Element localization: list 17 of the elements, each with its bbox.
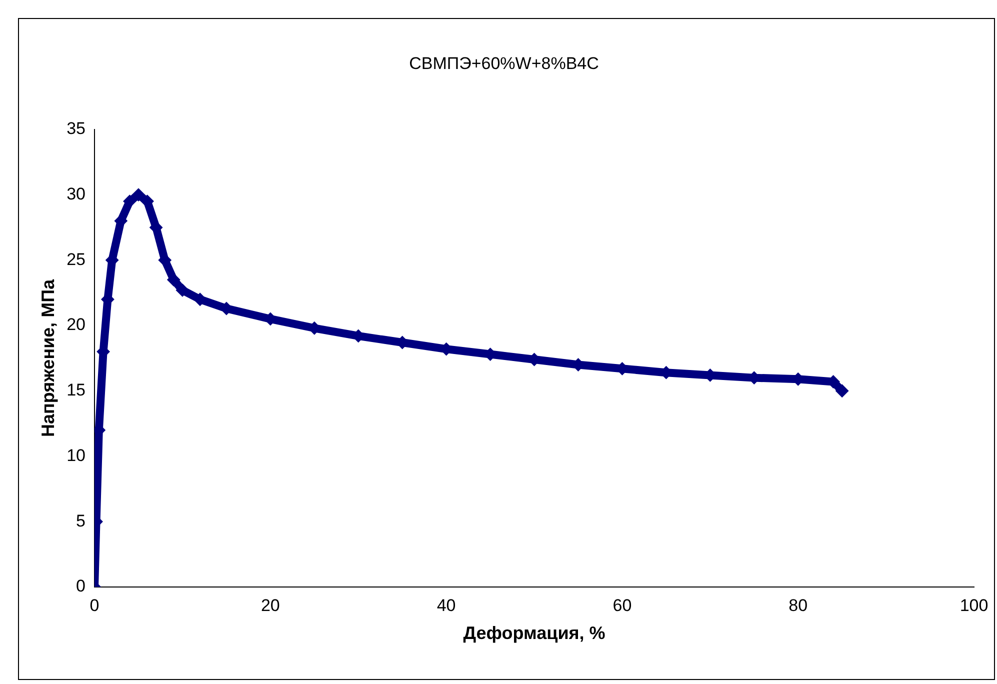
y-tick-label: 20: [66, 315, 86, 334]
y-tick-label: 15: [66, 380, 86, 400]
x-axis-title: Деформация, %: [463, 623, 606, 644]
y-tick-label: 5: [76, 511, 86, 530]
chart-title: СВМПЭ+60%W+8%B4C: [409, 54, 599, 73]
y-tick-label: 25: [66, 250, 86, 269]
x-tick-label: 100: [960, 596, 988, 615]
x-tick-label: 0: [90, 596, 100, 615]
y-tick-label: 30: [66, 184, 86, 204]
y-tick-label: 0: [76, 576, 86, 596]
x-tick-label: 80: [788, 596, 808, 615]
x-tick-label: 20: [260, 596, 280, 615]
x-tick-label: 40: [436, 596, 456, 615]
y-tick-label: 35: [66, 119, 86, 138]
y-tick-label: 10: [66, 446, 86, 465]
y-axis-title: Напряжение, МПа: [38, 278, 58, 437]
x-tick-label: 60: [612, 596, 632, 615]
